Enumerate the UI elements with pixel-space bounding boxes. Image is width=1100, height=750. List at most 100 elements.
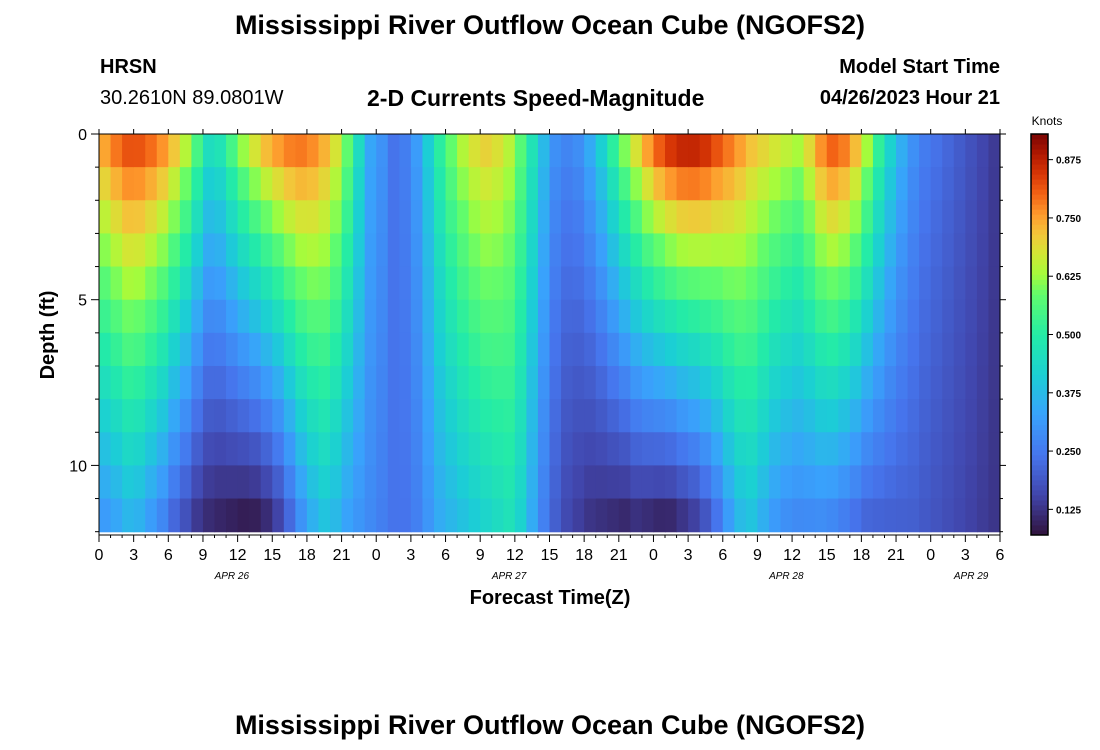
heatmap-cell [757,365,770,400]
colorbar-segment [1031,469,1048,476]
heatmap-cell [930,365,943,400]
heatmap-cell [792,233,805,268]
colorbar-segment [1031,499,1048,506]
heatmap-cell [330,134,343,168]
colorbar-segment [1031,169,1048,175]
heatmap-cell [988,299,1001,334]
colorbar-segment [1031,509,1048,516]
heatmap-cell [341,498,354,533]
heatmap-cell [295,167,308,201]
heatmap-cell [537,233,551,268]
heatmap-cell [734,233,747,268]
heatmap-cell [653,465,666,500]
heatmap-cell [711,167,724,201]
x-tick-label: 18 [298,547,316,564]
heatmap-cell [780,233,793,268]
heatmap-cell [145,332,158,367]
heatmap-cell [133,167,146,201]
heatmap-cell [711,399,724,433]
heatmap-cell [549,233,562,268]
heatmap-cell [896,332,909,367]
heatmap-cell [156,299,169,334]
heatmap-cell [341,134,354,168]
heatmap-cell [514,365,527,400]
heatmap-cell [202,332,216,367]
heatmap-cell [861,332,874,367]
heatmap-cell [491,399,504,433]
heatmap-cell [872,432,886,466]
heatmap-cell [237,299,250,334]
heatmap-cell [757,200,770,235]
heatmap-cell [861,266,874,301]
heatmap-cell [387,266,400,301]
heatmap-cell [387,299,400,334]
heatmap-cell [734,399,747,433]
heatmap-cell [988,233,1001,268]
heatmap-cell [630,498,643,533]
heatmap-cell [283,432,296,466]
heatmap-cell [676,233,689,268]
heatmap-cell [630,167,643,201]
heatmap-cell [410,465,424,500]
heatmap-cell [168,233,181,268]
heatmap-cell [295,332,308,367]
heatmap-cell [896,233,909,268]
heatmap-cell [757,432,770,466]
heatmap-cell [665,432,678,466]
colorbar-segment [1031,299,1048,305]
heatmap-cell [976,200,990,235]
heatmap-cell [722,233,735,268]
heatmap-cell [792,167,805,201]
heatmap-cell [503,498,516,533]
heatmap-cell [295,134,308,168]
heatmap-cell [676,167,689,201]
heatmap-cell [145,134,158,168]
colorbar-segment [1031,204,1048,210]
heatmap-cell [953,332,966,367]
heatmap-cell [110,134,123,168]
heatmap-cell [584,200,597,235]
heatmap-cell [919,299,932,334]
heatmap-cell [422,200,435,235]
heatmap-cell [537,432,551,466]
heatmap-cell [260,266,273,301]
heatmap-cell [861,365,874,400]
heatmap-cell [168,399,181,433]
heatmap-cell [757,399,770,433]
heatmap-cell [618,200,631,235]
heatmap-cell [480,498,493,533]
heatmap-cell [191,399,204,433]
heatmap-cell [503,266,516,301]
heatmap-cell [838,299,851,334]
heatmap-cell [919,365,932,400]
heatmap-cell [572,167,585,201]
heatmap-cell [988,167,1001,201]
heatmap-cell [942,200,955,235]
heatmap-cell [561,200,574,235]
heatmap-cell [757,266,770,301]
x-tick-label: 15 [263,547,281,564]
heatmap-cell [272,167,285,201]
heatmap-cell [618,365,631,400]
heatmap-cell [595,399,608,433]
heatmap-cell [584,365,597,400]
heatmap-cell [272,299,285,334]
heatmap-cell [503,167,516,201]
colorbar-segment [1031,179,1048,185]
heatmap-cell [618,432,631,466]
heatmap-cell [410,365,424,400]
heatmap-cell [688,266,701,301]
heatmap-cell [526,134,539,168]
heatmap-cell [988,134,1001,168]
heatmap-cell [318,167,331,201]
heatmap-cell [526,167,539,201]
heatmap-cell [745,200,759,235]
heatmap-cell [179,266,193,301]
heatmap-cell [884,134,897,168]
heatmap-cell [214,498,227,533]
heatmap-cell [179,134,193,168]
heatmap-cell [815,266,828,301]
heatmap-cell [537,167,551,201]
heatmap-cell [942,332,955,367]
heatmap-cell [191,299,204,334]
